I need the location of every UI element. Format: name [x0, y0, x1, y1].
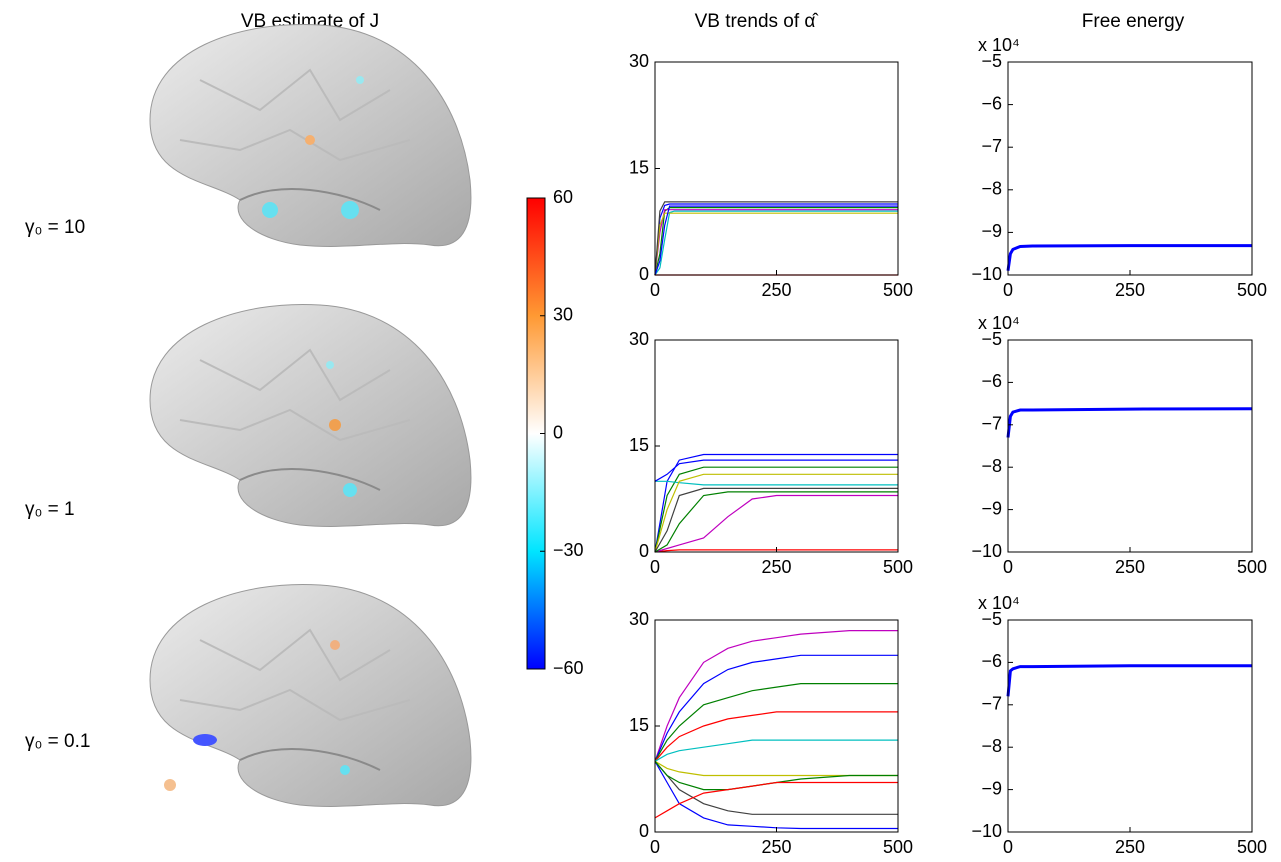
y-tick-label: 0: [639, 821, 649, 841]
colorbar-tick-label: 30: [553, 305, 573, 325]
x-tick-label: 0: [1003, 280, 1013, 300]
data-line: [655, 208, 898, 275]
y-tick-label: −10: [971, 264, 1002, 284]
data-line: [1008, 666, 1252, 697]
data-line: [655, 492, 898, 552]
x-tick-label: 500: [883, 280, 913, 300]
x-tick-label: 0: [650, 837, 660, 857]
x-tick-label: 250: [761, 837, 791, 857]
x-tick-label: 500: [1237, 280, 1267, 300]
colorbar-tick-label: −60: [553, 658, 584, 678]
y-tick-label: −7: [981, 136, 1002, 156]
data-line: [655, 210, 898, 275]
y-tick-label: 15: [629, 435, 649, 455]
x-tick-label: 250: [1115, 280, 1145, 300]
x-tick-label: 250: [1115, 837, 1145, 857]
data-line: [655, 684, 898, 762]
data-line: [655, 740, 898, 761]
data-line: [655, 455, 898, 553]
axes-box: [1008, 62, 1252, 275]
data-line: [655, 783, 898, 818]
data-line: [655, 761, 898, 828]
data-line: [655, 761, 898, 814]
y-tick-label: −7: [981, 414, 1002, 434]
y-tick-label: 30: [629, 329, 649, 349]
data-line: [655, 488, 898, 552]
brain-image: [150, 304, 471, 526]
data-line: [655, 481, 898, 485]
data-line: [655, 761, 898, 775]
y-tick-label: −6: [981, 651, 1002, 671]
axes-box: [1008, 340, 1252, 552]
y-tick-label: 30: [629, 609, 649, 629]
y-tick-label: −8: [981, 179, 1002, 199]
x-tick-label: 500: [883, 837, 913, 857]
colorbar-tick-label: 60: [553, 187, 573, 207]
column-title: Free energy: [1082, 11, 1185, 32]
y-tick-label: 0: [639, 541, 649, 561]
data-line: [655, 474, 898, 552]
colorbar-tick-label: −30: [553, 540, 584, 560]
x-tick-label: 500: [1237, 837, 1267, 857]
y-tick-label: −10: [971, 541, 1002, 561]
data-line: [655, 213, 898, 275]
data-line: [1008, 246, 1252, 271]
data-line: [655, 631, 898, 762]
y-tick-label: −6: [981, 93, 1002, 113]
y-tick-label: −9: [981, 221, 1002, 241]
colorbar-tick-label: 0: [553, 422, 563, 442]
brain-image: [150, 584, 471, 806]
axes-box: [655, 620, 898, 832]
data-line: [655, 496, 898, 553]
row-label: γ₀ = 0.1: [25, 731, 90, 752]
y-tick-label: 0: [639, 264, 649, 284]
data-line: [655, 655, 898, 761]
x-tick-label: 0: [650, 280, 660, 300]
data-line: [655, 204, 898, 275]
x-tick-label: 0: [1003, 557, 1013, 577]
axis-scale-label: x 10⁴: [978, 313, 1020, 333]
y-tick-label: 15: [629, 157, 649, 177]
brain-image: [150, 24, 471, 246]
x-tick-label: 250: [761, 557, 791, 577]
data-line: [655, 211, 898, 275]
x-tick-label: 250: [1115, 557, 1145, 577]
y-tick-label: −9: [981, 498, 1002, 518]
axes-box: [1008, 620, 1252, 832]
y-tick-label: −8: [981, 736, 1002, 756]
y-tick-label: −6: [981, 371, 1002, 391]
data-line: [1008, 409, 1252, 438]
column-title: VB trends of α̂: [695, 11, 820, 32]
x-tick-label: 500: [883, 557, 913, 577]
axis-scale-label: x 10⁴: [978, 35, 1020, 55]
data-line: [655, 206, 898, 275]
axes-box: [655, 62, 898, 275]
axis-scale-label: x 10⁴: [978, 593, 1020, 613]
row-label: γ₀ = 10: [25, 217, 85, 238]
figure: VB estimate of J VB trends of α̂ Free en…: [0, 0, 1281, 862]
y-tick-label: −9: [981, 778, 1002, 798]
x-tick-label: 250: [761, 280, 791, 300]
data-line: [655, 712, 898, 761]
x-tick-label: 0: [650, 557, 660, 577]
y-tick-label: −7: [981, 694, 1002, 714]
y-tick-label: −8: [981, 456, 1002, 476]
axes-box: [655, 340, 898, 552]
y-tick-label: 30: [629, 51, 649, 71]
y-tick-label: −10: [971, 821, 1002, 841]
x-tick-label: 0: [1003, 837, 1013, 857]
x-tick-label: 500: [1237, 557, 1267, 577]
row-label: γ₀ = 1: [25, 499, 75, 520]
y-tick-label: 15: [629, 715, 649, 735]
